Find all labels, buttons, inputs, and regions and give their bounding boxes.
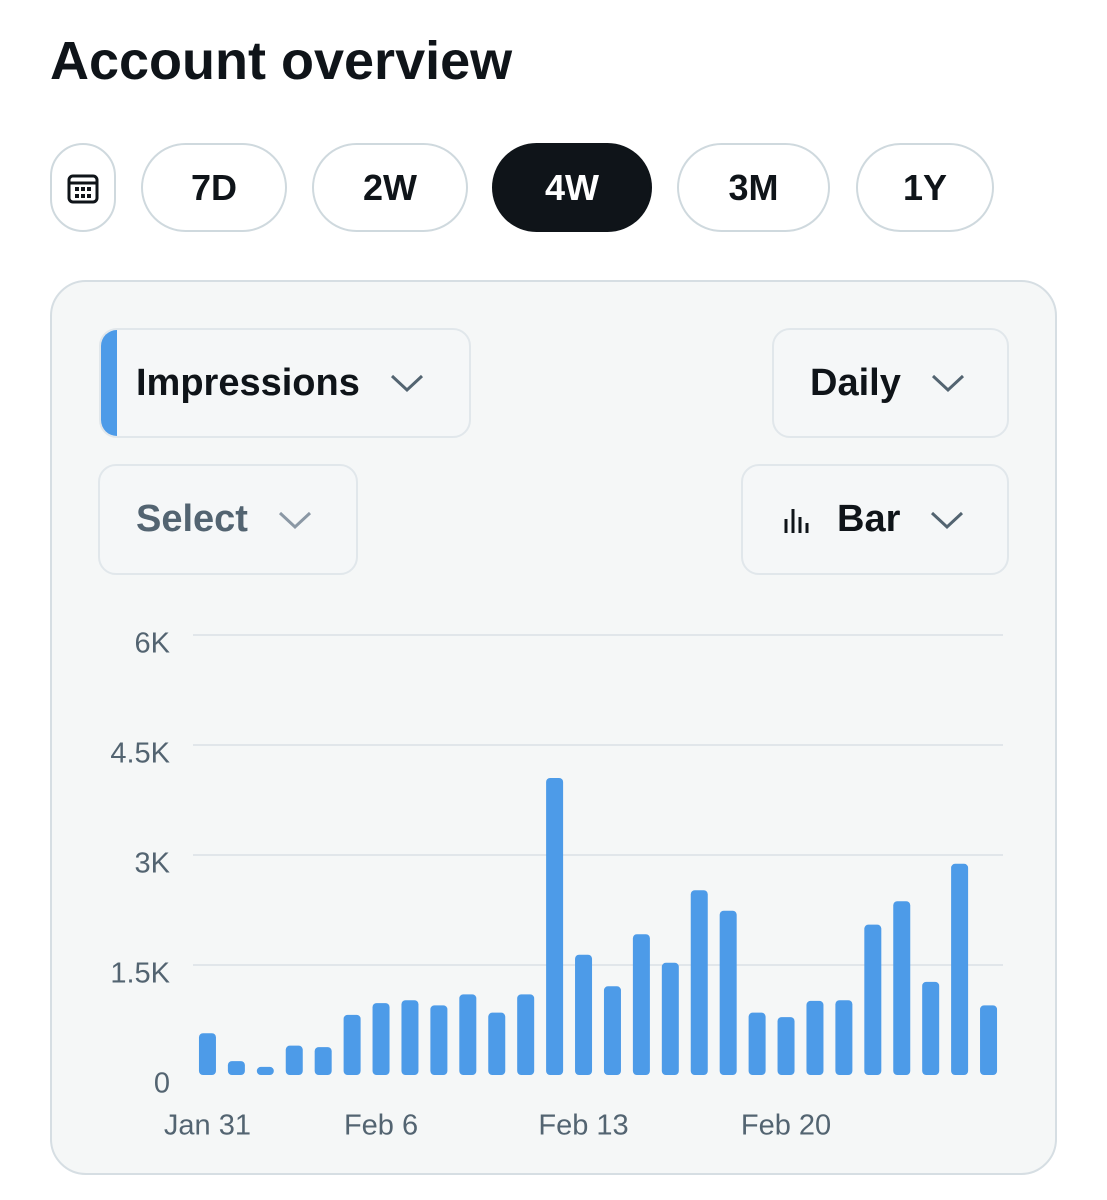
bar <box>198 1033 216 1075</box>
bar-icon <box>784 508 809 533</box>
range-button[interactable]: 3M <box>677 143 830 232</box>
bar <box>517 994 535 1075</box>
bar <box>864 924 882 1075</box>
metric-color <box>101 330 117 436</box>
metric-label: Impressions <box>136 361 360 404</box>
chevron <box>931 511 964 529</box>
chevron <box>278 511 311 529</box>
calendar-icon <box>67 174 99 203</box>
x-tick-label: Jan 31 <box>164 1110 251 1142</box>
bar <box>459 994 477 1075</box>
bar <box>806 1000 824 1075</box>
y-tick-label: 6K <box>135 628 171 660</box>
bar <box>314 1047 332 1075</box>
range-button[interactable]: 7D <box>141 143 287 232</box>
bar <box>922 981 940 1075</box>
bar <box>575 954 593 1075</box>
bar <box>777 1017 795 1075</box>
bar <box>285 1045 303 1075</box>
bar <box>256 1066 274 1075</box>
compare-label: Select <box>136 498 248 540</box>
chart-kind-dropdown[interactable]: Bar <box>741 464 1009 575</box>
bar <box>661 962 679 1075</box>
page-title: Account overview <box>50 31 513 91</box>
bar <box>372 1003 390 1075</box>
bar <box>893 901 911 1075</box>
range-button[interactable]: 1Y <box>856 143 994 232</box>
compare-dropdown[interactable]: Select <box>98 464 358 575</box>
range-button[interactable]: 4W <box>492 143 652 232</box>
interval-label: Daily <box>810 361 901 404</box>
chart-kind-label: Bar <box>837 498 901 540</box>
metric-dropdown[interactable]: Impressions <box>99 328 471 438</box>
bar <box>835 1000 853 1075</box>
bar <box>343 1014 361 1075</box>
bar <box>430 1005 448 1075</box>
x-tick-label: Feb 6 <box>344 1110 418 1142</box>
bar <box>488 1012 506 1075</box>
bar <box>227 1061 245 1075</box>
y-tick-label: 3K <box>135 848 171 880</box>
bar <box>980 1005 998 1075</box>
x-tick-label: Feb 13 <box>538 1110 628 1142</box>
y-tick-label: 0 <box>154 1068 170 1100</box>
range-button[interactable]: 2W <box>312 143 468 232</box>
calendar-button[interactable] <box>50 143 116 232</box>
bar <box>632 934 650 1075</box>
bar <box>546 778 564 1075</box>
y-tick-label: 4.5K <box>110 738 170 770</box>
interval-dropdown[interactable]: Daily <box>772 328 1009 438</box>
chevron <box>931 374 964 393</box>
y-tick-label: 1.5K <box>110 958 170 990</box>
bar <box>401 1000 419 1075</box>
bar <box>951 863 969 1075</box>
bar <box>603 986 621 1075</box>
bar <box>690 890 708 1075</box>
chevron <box>390 374 423 393</box>
x-tick-label: Feb 20 <box>741 1110 831 1142</box>
bar <box>748 1012 766 1075</box>
bar <box>719 910 737 1075</box>
